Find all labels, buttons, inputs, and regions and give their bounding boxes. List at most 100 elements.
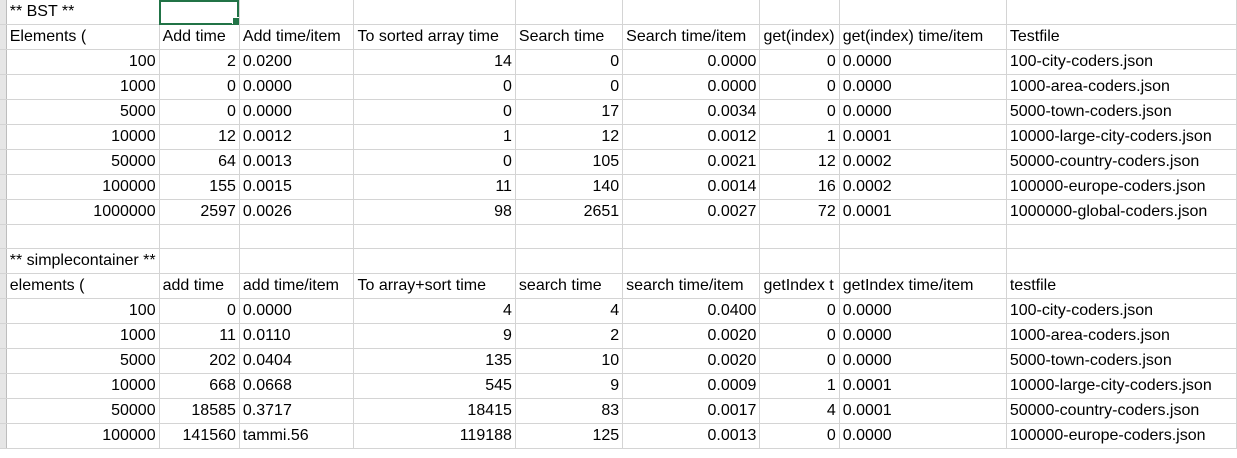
row-header[interactable]: [0, 149, 7, 175]
row-header[interactable]: [0, 273, 7, 299]
sheet-cell[interactable]: 0: [759, 74, 840, 100]
sheet-cell[interactable]: 18585: [159, 398, 240, 424]
sheet-cell[interactable]: 83: [515, 398, 624, 424]
sheet-cell[interactable]: testfile: [1006, 273, 1237, 299]
sheet-cell[interactable]: 1000000-global-coders.json: [1006, 199, 1237, 225]
sheet-cell[interactable]: 4: [353, 298, 516, 324]
sheet-cell[interactable]: 0.0000: [622, 49, 761, 75]
row-header[interactable]: [0, 373, 7, 399]
sheet-cell[interactable]: 1000: [6, 74, 160, 100]
sheet-cell[interactable]: 0.0668: [239, 373, 355, 399]
sheet-cell[interactable]: 0.0000: [839, 49, 1007, 75]
sheet-cell[interactable]: [1006, 0, 1237, 25]
sheet-cell[interactable]: To array+sort time: [353, 273, 516, 299]
sheet-cell[interactable]: 2: [159, 49, 240, 75]
row-header[interactable]: [0, 348, 7, 374]
sheet-cell[interactable]: [839, 248, 1007, 274]
sheet-cell[interactable]: [1006, 224, 1237, 249]
sheet-cell[interactable]: get(index) time/item: [839, 24, 1007, 50]
sheet-cell[interactable]: ** BST **: [6, 0, 160, 25]
sheet-cell[interactable]: 50000: [6, 398, 160, 424]
sheet-cell[interactable]: 4: [759, 398, 840, 424]
sheet-cell[interactable]: 0: [759, 99, 840, 125]
sheet-cell[interactable]: 9: [515, 373, 624, 399]
sheet-cell[interactable]: 0: [759, 298, 840, 324]
sheet-cell[interactable]: [622, 248, 761, 274]
row-header[interactable]: [0, 323, 7, 349]
sheet-cell[interactable]: 119188: [353, 423, 516, 449]
sheet-cell[interactable]: 135: [353, 348, 516, 374]
sheet-cell[interactable]: 100000-europe-coders.json: [1006, 423, 1237, 449]
sheet-cell[interactable]: 0.0000: [839, 74, 1007, 100]
sheet-cell[interactable]: 0: [159, 298, 240, 324]
sheet-cell[interactable]: 0: [759, 423, 840, 449]
sheet-cell[interactable]: [1006, 248, 1237, 274]
sheet-cell[interactable]: 50000: [6, 149, 160, 175]
sheet-cell[interactable]: 0.0000: [839, 423, 1007, 449]
sheet-cell[interactable]: 0.0002: [839, 174, 1007, 200]
sheet-cell[interactable]: 0: [759, 323, 840, 349]
sheet-cell[interactable]: 100-city-coders.json: [1006, 49, 1237, 75]
sheet-cell[interactable]: 0.0001: [839, 398, 1007, 424]
sheet-cell[interactable]: 11: [159, 323, 240, 349]
sheet-cell[interactable]: 1: [353, 124, 516, 150]
sheet-cell[interactable]: getIndex t: [759, 273, 840, 299]
sheet-cell[interactable]: tammi.56: [239, 423, 355, 449]
sheet-cell[interactable]: [353, 224, 516, 249]
selected-cell[interactable]: [159, 0, 240, 25]
sheet-cell[interactable]: 0.0021: [622, 149, 761, 175]
sheet-cell[interactable]: add time: [159, 273, 240, 299]
sheet-cell[interactable]: 0: [353, 99, 516, 125]
sheet-cell[interactable]: 0: [353, 74, 516, 100]
sheet-cell[interactable]: 0.0001: [839, 124, 1007, 150]
row-header[interactable]: [0, 49, 7, 75]
sheet-cell[interactable]: 5000: [6, 99, 160, 125]
sheet-cell[interactable]: 140: [515, 174, 624, 200]
sheet-cell[interactable]: search time/item: [622, 273, 761, 299]
sheet-cell[interactable]: getIndex time/item: [839, 273, 1007, 299]
sheet-cell[interactable]: Search time: [515, 24, 624, 50]
sheet-cell[interactable]: 0.0012: [239, 124, 355, 150]
sheet-cell[interactable]: 10000: [6, 373, 160, 399]
sheet-cell[interactable]: [239, 248, 355, 274]
sheet-cell[interactable]: 0.0012: [622, 124, 761, 150]
sheet-cell[interactable]: 0.0027: [622, 199, 761, 225]
sheet-cell[interactable]: [759, 0, 840, 25]
sheet-cell[interactable]: 100000-europe-coders.json: [1006, 174, 1237, 200]
sheet-cell[interactable]: 17: [515, 99, 624, 125]
sheet-cell[interactable]: 0.0000: [839, 298, 1007, 324]
sheet-cell[interactable]: 50000-country-coders.json: [1006, 149, 1237, 175]
sheet-cell[interactable]: [159, 224, 240, 249]
sheet-cell[interactable]: 668: [159, 373, 240, 399]
sheet-cell[interactable]: 98: [353, 199, 516, 225]
sheet-cell[interactable]: 10000: [6, 124, 160, 150]
sheet-cell[interactable]: 100: [6, 49, 160, 75]
sheet-cell[interactable]: 10: [515, 348, 624, 374]
row-header[interactable]: [0, 99, 7, 125]
sheet-cell[interactable]: 1000-area-coders.json: [1006, 323, 1237, 349]
sheet-cell[interactable]: [239, 0, 355, 25]
sheet-cell[interactable]: 0: [159, 99, 240, 125]
sheet-cell[interactable]: search time: [515, 273, 624, 299]
sheet-cell[interactable]: Elements (: [6, 24, 160, 50]
sheet-cell[interactable]: 0.0110: [239, 323, 355, 349]
sheet-cell[interactable]: 9: [353, 323, 516, 349]
sheet-cell[interactable]: 105: [515, 149, 624, 175]
sheet-cell[interactable]: [6, 224, 160, 249]
sheet-cell[interactable]: 16: [759, 174, 840, 200]
sheet-cell[interactable]: [353, 0, 516, 25]
sheet-cell[interactable]: 1000000: [6, 199, 160, 225]
sheet-cell[interactable]: 4: [515, 298, 624, 324]
sheet-cell[interactable]: 0.0013: [239, 149, 355, 175]
sheet-cell[interactable]: [159, 248, 240, 274]
sheet-cell[interactable]: 0.0017: [622, 398, 761, 424]
sheet-cell[interactable]: 0.0404: [239, 348, 355, 374]
sheet-cell[interactable]: 1000-area-coders.json: [1006, 74, 1237, 100]
sheet-cell[interactable]: 0.0015: [239, 174, 355, 200]
sheet-cell[interactable]: [839, 224, 1007, 249]
sheet-cell[interactable]: 0.0014: [622, 174, 761, 200]
sheet-cell[interactable]: 0.0200: [239, 49, 355, 75]
row-header[interactable]: [0, 124, 7, 150]
sheet-cell[interactable]: 14: [353, 49, 516, 75]
row-header[interactable]: [0, 224, 7, 249]
